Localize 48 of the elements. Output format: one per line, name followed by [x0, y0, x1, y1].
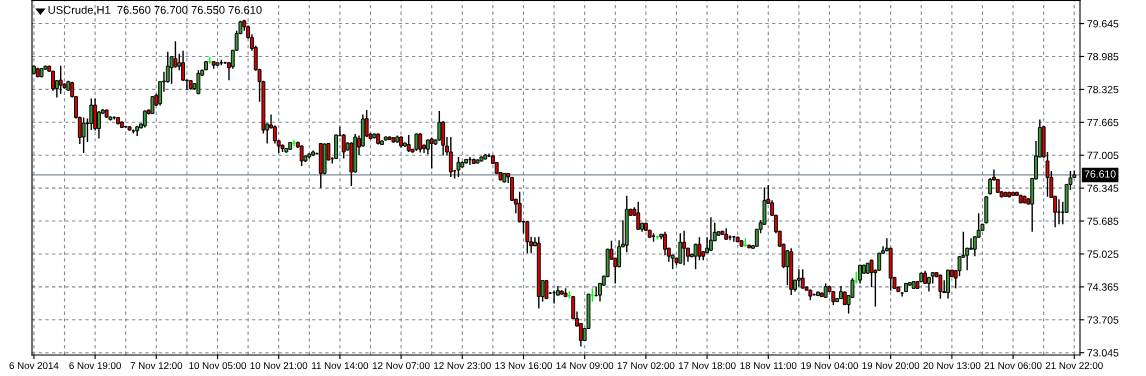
candlestick: [181, 50, 186, 82]
candlestick: [705, 236, 710, 254]
y-tick-label: 75.025: [1087, 250, 1119, 258]
x-tick-label: 12 Nov 23:00: [434, 362, 491, 370]
candlestick: [58, 65, 63, 95]
x-tick-label: 21 Nov 22:00: [1045, 362, 1103, 370]
candlestick: [957, 255, 962, 277]
candlestick: [796, 268, 801, 288]
candlestick: [800, 268, 805, 290]
ref-line-label: 76.610: [1084, 170, 1116, 178]
candlestick: [437, 110, 442, 142]
x-tick-label: 6 Nov 2014: [9, 362, 59, 370]
candlestick: [81, 116, 86, 154]
x-tick-label: 13 Nov 16:00: [495, 362, 553, 370]
candlestick: [617, 239, 622, 268]
x-tick-label: 14 Nov 09:00: [556, 362, 614, 370]
x-tick-label: 19 Nov 04:00: [801, 362, 859, 370]
y-tick-label: 78.985: [1087, 52, 1119, 61]
y-tick-label: 75.685: [1087, 217, 1119, 225]
x-tick-label: 18 Nov 11:00: [740, 362, 797, 370]
candlestick: [93, 97, 98, 132]
x-tick-label: 10 Nov 05:00: [189, 362, 247, 370]
candlestick: [663, 231, 667, 256]
y-tick-label: 73.045: [1087, 349, 1119, 357]
y-tick-label: 77.665: [1087, 118, 1119, 127]
x-tick-label: 10 Nov 21:00: [250, 362, 308, 370]
x-tick-label: 19 Nov 20:00: [862, 362, 920, 370]
y-tick-label: 76.345: [1087, 184, 1119, 193]
x-tick-label: 12 Nov 07:00: [372, 362, 430, 370]
x-tick-label: 7 Nov 12:00: [130, 362, 183, 370]
x-tick-label: 6 Nov 19:00: [69, 362, 121, 370]
candlestick: [525, 220, 530, 254]
candlestick: [708, 216, 713, 252]
x-tick-label: 17 Nov 18:00: [678, 362, 736, 370]
y-tick-label: 77.005: [1087, 151, 1119, 160]
x-tick-label: 11 Nov 14:00: [312, 362, 369, 370]
candlestick: [299, 144, 304, 167]
candlestick: [678, 232, 683, 265]
y-tick-label: 78.325: [1087, 85, 1119, 94]
x-tick-label: 20 Nov 13:00: [923, 362, 981, 370]
x-tick-label: 21 Nov 06:00: [984, 362, 1042, 370]
y-tick-label: 79.645: [1087, 20, 1119, 28]
chart-title: USCrude,H1 76.560 76.700 76.550 76.610: [48, 5, 262, 16]
y-tick-label: 74.365: [1087, 283, 1119, 291]
candlestick: [578, 322, 583, 348]
y-tick-label: 73.705: [1087, 316, 1119, 324]
candlestick: [946, 268, 950, 300]
x-tick-label: 17 Nov 02:00: [617, 362, 675, 370]
